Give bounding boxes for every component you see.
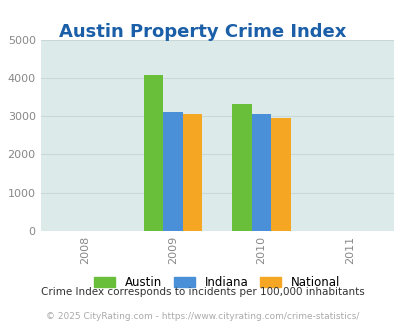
Text: © 2025 CityRating.com - https://www.cityrating.com/crime-statistics/: © 2025 CityRating.com - https://www.city…: [46, 312, 359, 321]
Text: Austin Property Crime Index: Austin Property Crime Index: [59, 23, 346, 41]
Text: Crime Index corresponds to incidents per 100,000 inhabitants: Crime Index corresponds to incidents per…: [41, 287, 364, 297]
Bar: [232, 104, 251, 231]
Bar: [143, 75, 163, 231]
Bar: [251, 114, 271, 231]
Bar: [182, 115, 202, 231]
Bar: [271, 118, 290, 231]
Bar: [163, 112, 182, 231]
Legend: Austin, Indiana, National: Austin, Indiana, National: [89, 271, 344, 294]
